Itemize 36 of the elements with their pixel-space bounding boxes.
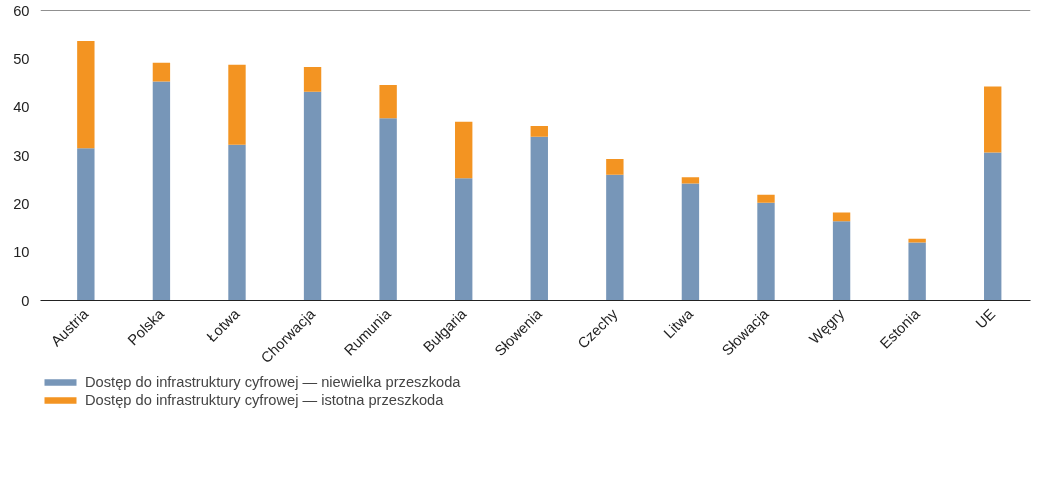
bar [757, 202, 775, 301]
bar [152, 81, 171, 301]
x-tick-label: UE [972, 305, 999, 332]
y-tick-label: 40 [13, 99, 30, 116]
legend-label: Dostęp do infrastruktury cyfrowej — niewielka przeszkoda [85, 374, 461, 390]
bar [530, 126, 548, 137]
bar [908, 242, 926, 301]
y-tick-label: 60 [13, 2, 30, 19]
bar [379, 84, 397, 119]
y-tick-label: 30 [13, 147, 30, 164]
y-tick-label: 10 [13, 244, 30, 261]
bar [606, 158, 624, 175]
y-tick-label: 50 [13, 50, 30, 67]
bar [832, 212, 851, 222]
bar [379, 118, 397, 301]
bar [455, 178, 473, 301]
legend-label: Dostęp do infrastruktury cyfrowej — istotna przeszkoda [85, 392, 444, 408]
bar [681, 177, 700, 184]
bar [681, 183, 700, 301]
bar [984, 86, 1002, 153]
bar [757, 194, 775, 203]
bar [832, 221, 851, 301]
bar [455, 121, 473, 179]
bar [152, 62, 171, 82]
bar [77, 148, 95, 301]
bar [530, 136, 548, 301]
bar [908, 238, 926, 243]
bar [303, 91, 322, 301]
bar [984, 152, 1002, 301]
y-tick-label: 20 [13, 195, 30, 212]
bar [228, 64, 246, 145]
y-tick-label: 0 [21, 292, 30, 309]
bar [606, 174, 624, 301]
bar [303, 67, 322, 92]
bar [77, 40, 95, 149]
bar [228, 144, 246, 301]
